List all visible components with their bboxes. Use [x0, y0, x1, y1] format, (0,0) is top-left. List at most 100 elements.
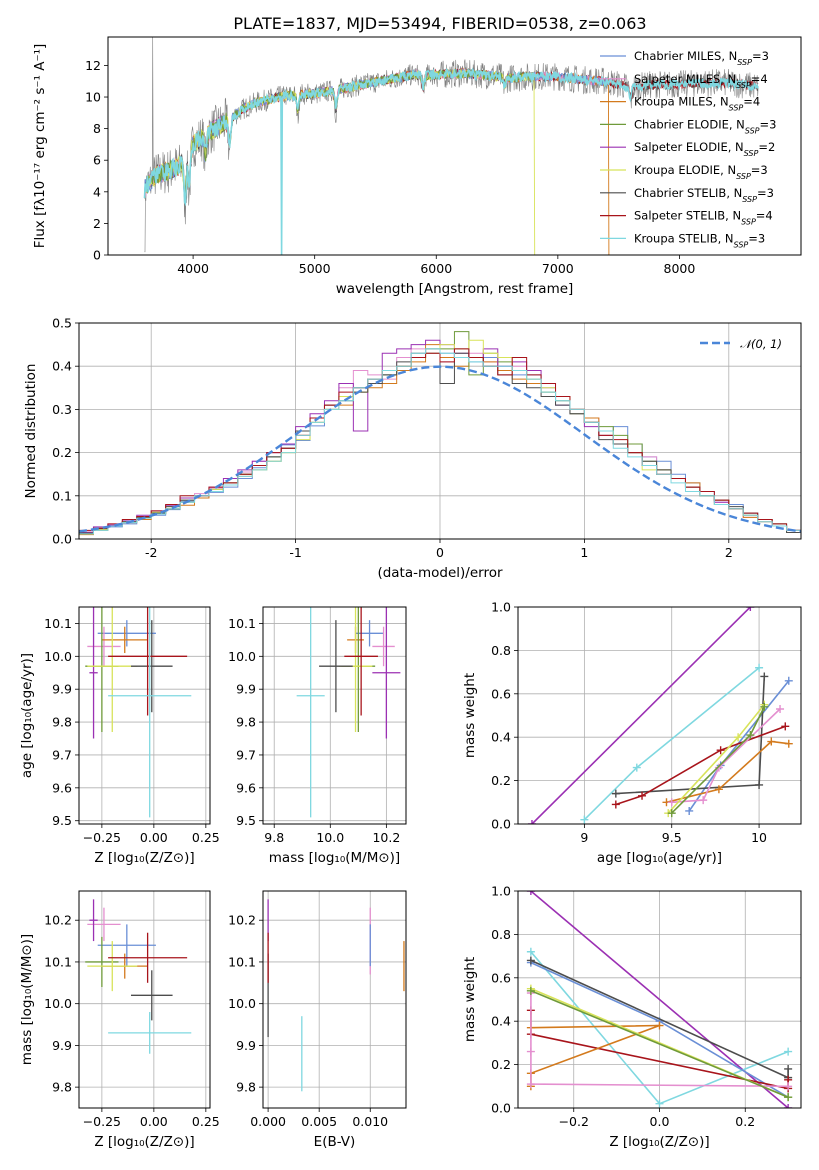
errorbar-miles_chabrier [97, 924, 156, 967]
weight_vs_age-frame [517, 606, 802, 825]
age_vs_Z-ylabel: age [log₁₀(age/yr)] [19, 653, 35, 778]
legend-text: Chabrier ELODIE, N [634, 117, 745, 131]
weight_vs_Z-xlabel: Z [log₁₀(Z/Z⊙)] [609, 1134, 709, 1150]
mass_vs_Z-ytick-label: 10.2 [44, 913, 72, 928]
legend-subscript: SSP [742, 194, 757, 203]
errorbar-stelib_salpeter [108, 607, 188, 716]
age_vs_Z-ytick-label: 9.6 [52, 780, 72, 795]
legend-text: Salpeter ELODIE, N [634, 140, 744, 154]
weight-marker-miles_kroupa [655, 1021, 664, 1030]
weight-line-miles_kroupa [666, 740, 789, 804]
legend-subscript: SSP [737, 58, 752, 67]
weight-marker-stelib_kroupa [784, 1047, 793, 1056]
mass_vs_Z-xtick-label: −0.25 [83, 1114, 121, 1129]
weight-marker-miles_kroupa [767, 737, 776, 746]
weight_vs_age-ytick-label: 0.8 [491, 643, 511, 658]
model-spectrum-miles_kroupa [144, 67, 610, 255]
weight-marker-miles_salpeter [667, 798, 676, 807]
mass_vs_Z-plot-area [85, 899, 192, 1054]
residuals-ytick-label: 0.3 [52, 402, 72, 417]
residuals-ytick-label: 0.4 [52, 359, 72, 374]
age_vs_Z-ytick-label: 9.9 [52, 682, 72, 697]
age_vs_mass-ytick-label: 10.0 [228, 649, 256, 664]
mass_vs_Z-ytick-label: 9.8 [52, 1080, 72, 1095]
legend-count: =4 [756, 209, 773, 223]
spectrum-xtick-label: 4000 [177, 261, 209, 276]
weight_vs_Z-xtick-label: −0.2 [559, 1114, 589, 1129]
age_vs_Z-xtick-label: 0.00 [140, 830, 168, 845]
spectrum-xlabel: wavelength [Angstrom, rest frame] [336, 281, 574, 297]
errorbar-miles_salpeter [87, 907, 121, 942]
age_vs_mass-plot-area [296, 607, 401, 818]
errorbar-elodie_salpeter [89, 899, 98, 942]
mass_vs_Z-frame [78, 890, 211, 1109]
legend-subscript: SSP [736, 80, 751, 89]
weight-line-elodie_salpeter [531, 607, 751, 824]
model-spectrum-stelib_chabrier [144, 68, 759, 199]
weight_vs_Z-ytick-label: 0.8 [491, 927, 511, 942]
legend-count: =3 [748, 231, 765, 245]
weight-marker-miles_salpeter [776, 704, 785, 713]
residuals-xtick-label: 2 [725, 545, 733, 560]
spectrum-xtick-label: 5000 [299, 261, 331, 276]
weight-line-elodie_chabrier [530, 990, 789, 1098]
spectrum-plot-area [143, 37, 759, 255]
weight_vs_age-xtick-label: 9 [580, 830, 588, 845]
weight_vs_Z-ylabel: mass weight [462, 957, 478, 1042]
mass_vs_Z-ylabel: mass [log₁₀(M/M⊙)] [19, 934, 35, 1065]
errorbar-elodie_salpeter [372, 607, 401, 739]
errorbar-elodie_chabrier [85, 936, 119, 987]
errorbar-stelib_kroupa [108, 607, 192, 818]
weight-marker-elodie_salpeter [784, 1104, 793, 1108]
weight-marker-stelib_chabrier [760, 672, 769, 681]
age_vs_Z-ytick-label: 10.0 [44, 649, 72, 664]
weight_vs_Z-xtick-label: 0.2 [735, 1114, 755, 1129]
weight_vs_age-xlabel: age [log₁₀(age/yr)] [597, 850, 722, 866]
errorbar-miles_kroupa [101, 626, 148, 654]
weight_vs_age-ylabel: mass weight [462, 673, 478, 758]
weight_vs_Z-ytick-label: 0.6 [491, 970, 511, 985]
errorbar-stelib_kroupa [108, 1012, 192, 1054]
weight_vs_age-plot-area [527, 607, 793, 824]
errorbar-stelib_chabrier [319, 620, 353, 713]
legend-subscript: SSP [741, 217, 756, 226]
errorbar-miles_chabrier [355, 620, 384, 647]
spectrum-ytick-label: 0 [93, 248, 101, 263]
mass_vs_Z-axes: −0.25 0.00 0.25 9.8 9.9 10.0 10.1 10.2 Z [log₁₀(… [19, 890, 220, 1150]
legend-text: Salpeter STELIB, N [634, 209, 741, 223]
residuals-frame [78, 322, 802, 540]
weight-marker-stelib_kroupa [526, 947, 535, 956]
normal-curve [79, 365, 801, 533]
residuals-xtick-label: -1 [289, 545, 301, 560]
errorbar-stelib_chabrier [130, 620, 173, 713]
legend-count: =3 [760, 117, 777, 131]
weight-marker-miles_salpeter [526, 1047, 535, 1056]
legend-text: Kroupa STELIB, N [634, 231, 734, 245]
legend-label-elodie_salpeter: Salpeter ELODIE, NSSP=2 [634, 140, 775, 158]
age_vs_Z-ytick-label: 9.5 [52, 813, 72, 828]
residuals-ytick-label: 0.1 [52, 488, 72, 503]
errorbar-stelib_kroupa [296, 607, 325, 818]
weight-marker-elodie_chabrier [784, 1093, 793, 1102]
chart-title: PLATE=1837, MJD=53494, FIBERID=0538, z=0… [233, 14, 646, 33]
weight-marker-stelib_salpeter [781, 722, 790, 731]
legend-text: Salpeter MILES, N [634, 72, 736, 86]
mass_vs_EBV-xtick-label: 0.010 [352, 1114, 388, 1129]
weight-marker-elodie_chabrier [746, 731, 755, 740]
weight-marker-elodie_chabrier [760, 702, 769, 711]
weight_vs_age-axes: 9 9.5 10 0.0 0.2 0.4 0.6 0.8 1.0 age [log₁₀(age/y… [462, 600, 802, 866]
legend-count: =2 [758, 140, 775, 154]
mass_vs_Z-ytick-label: 10.1 [44, 954, 72, 969]
weight_vs_age-ytick-label: 1.0 [491, 600, 511, 615]
residuals-ytick-label: 0.5 [52, 316, 72, 331]
errorbar-elodie_kroupa [87, 607, 138, 732]
weight-marker-elodie_kroupa [734, 733, 743, 742]
mass_vs_EBV-ytick-label: 10.0 [228, 996, 256, 1011]
errorbar-miles_chabrier [97, 620, 156, 647]
age_vs_mass-axes: 9.8 10.0 10.2 9.5 9.6 9.7 9.8 9.9 10.0 10.1 mass [… [228, 606, 407, 866]
age_vs_mass-xtick-label: 10.2 [372, 830, 400, 845]
weight_vs_age-ytick-label: 0.4 [491, 730, 511, 745]
weight-marker-stelib_kroupa [632, 763, 641, 772]
age_vs_mass-ytick-label: 10.1 [228, 616, 256, 631]
